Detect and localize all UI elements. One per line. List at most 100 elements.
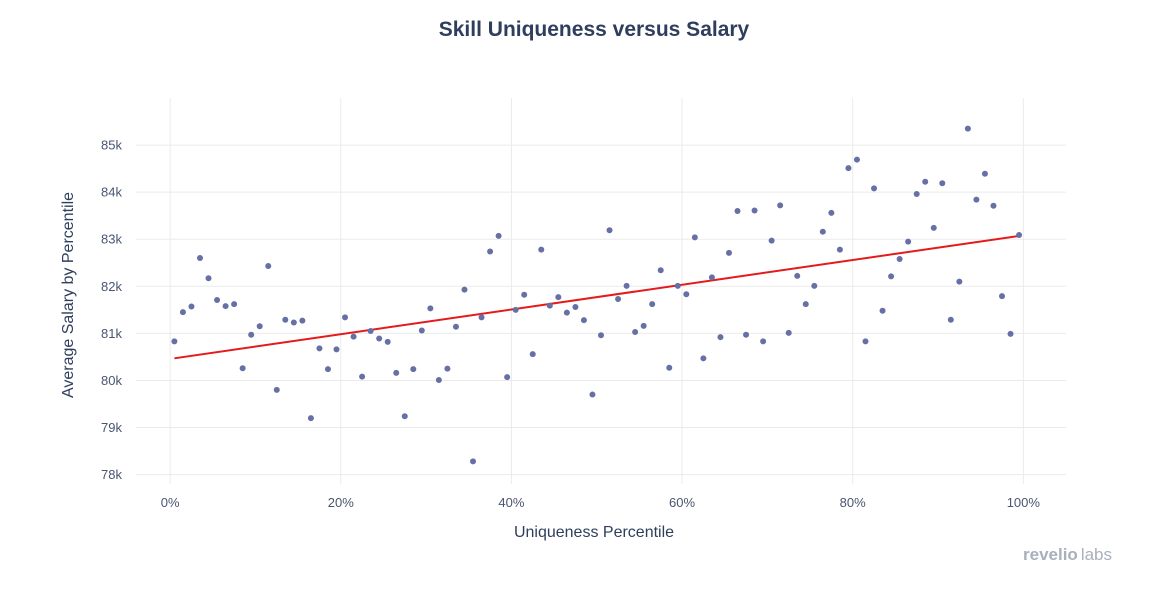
data-point (708, 274, 715, 281)
data-point (239, 365, 246, 372)
x-tick-label: 0% (161, 495, 180, 510)
data-point (342, 314, 349, 321)
data-point (359, 373, 366, 380)
data-point (777, 202, 784, 209)
data-point (871, 185, 878, 192)
data-point (683, 291, 690, 298)
data-point (222, 303, 229, 310)
data-point (973, 196, 980, 203)
data-point (640, 322, 647, 329)
data-point (299, 317, 306, 324)
data-point (802, 301, 809, 308)
data-point (743, 331, 750, 338)
data-point (623, 282, 630, 289)
y-tick-label: 78k (101, 467, 122, 482)
data-point (290, 319, 297, 326)
data-point (947, 316, 954, 323)
data-point (546, 302, 553, 309)
data-point (265, 263, 272, 270)
data-points (171, 125, 1023, 465)
data-point (350, 333, 357, 340)
x-tick-label: 80% (840, 495, 866, 510)
data-point (768, 237, 775, 244)
data-point (188, 303, 195, 310)
data-point (435, 376, 442, 383)
data-point (214, 296, 221, 303)
revelio-labs-logo: revelio labs (1023, 545, 1112, 564)
data-point (828, 209, 835, 216)
trend-line (174, 234, 1020, 360)
y-tick-label: 80k (101, 373, 122, 388)
data-point (981, 170, 988, 177)
data-point (999, 293, 1006, 300)
data-point (504, 374, 511, 381)
data-point (580, 317, 587, 324)
data-point (563, 309, 570, 316)
data-point (555, 294, 562, 301)
x-tick-label: 20% (328, 495, 354, 510)
data-point (470, 458, 477, 465)
data-point (307, 415, 314, 422)
data-point (384, 338, 391, 345)
data-point (589, 391, 596, 398)
data-point (487, 248, 494, 255)
x-tick-label: 40% (498, 495, 524, 510)
data-point (751, 207, 758, 214)
data-point (401, 413, 408, 420)
data-point (939, 180, 946, 187)
data-point (794, 272, 801, 279)
data-point (495, 232, 502, 239)
data-point (529, 351, 536, 358)
data-point (905, 238, 912, 245)
data-point (879, 307, 886, 314)
data-point (205, 275, 212, 282)
data-point (615, 296, 622, 303)
data-point (760, 338, 767, 345)
data-point (538, 246, 545, 253)
data-point (930, 224, 937, 231)
data-point (1007, 330, 1014, 337)
data-point (896, 255, 903, 262)
data-point (964, 125, 971, 132)
data-point (282, 316, 289, 323)
data-point (913, 191, 920, 198)
data-point (452, 323, 459, 330)
data-point (179, 309, 186, 316)
data-point (819, 228, 826, 235)
data-point (418, 327, 425, 334)
y-axis-label: Average Salary by Percentile (60, 192, 77, 398)
data-point (333, 346, 340, 353)
x-tick-label: 60% (669, 495, 695, 510)
data-point (725, 249, 732, 256)
chart-title: Skill Uniqueness versus Salary (439, 18, 750, 41)
data-point (572, 304, 579, 311)
y-tick-label: 79k (101, 420, 122, 435)
data-point (632, 328, 639, 335)
data-point (845, 165, 852, 172)
data-point (367, 328, 374, 335)
x-tick-label: 100% (1007, 495, 1041, 510)
data-point (734, 207, 741, 214)
data-point (691, 234, 698, 241)
y-tick-label: 82k (101, 279, 122, 294)
data-point (674, 282, 681, 289)
data-point (1016, 231, 1023, 238)
data-point (700, 355, 707, 362)
data-point (231, 301, 238, 308)
data-point (990, 202, 997, 209)
data-point (888, 273, 895, 280)
data-point (657, 267, 664, 274)
data-point (862, 338, 869, 345)
data-point (811, 282, 818, 289)
data-point (273, 386, 280, 393)
y-tick-label: 84k (101, 185, 122, 200)
data-point (836, 246, 843, 253)
data-point (666, 364, 673, 371)
data-point (717, 334, 724, 341)
data-point (785, 329, 792, 336)
logo-part-labs: labs (1081, 545, 1112, 564)
gridlines (136, 98, 1066, 484)
data-point (376, 335, 383, 342)
data-point (171, 338, 178, 345)
